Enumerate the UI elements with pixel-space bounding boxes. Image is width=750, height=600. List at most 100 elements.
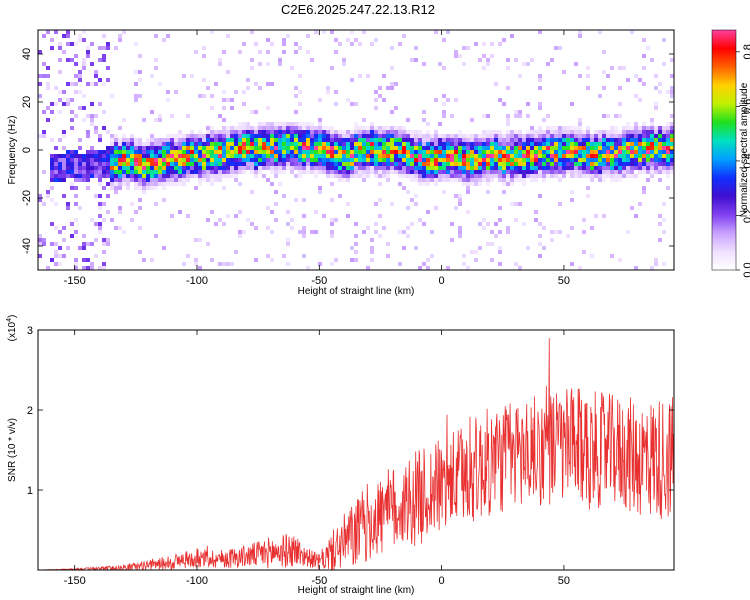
spectrogram-cell	[662, 218, 666, 222]
spectrogram-cell	[426, 146, 430, 150]
spectrogram-cell	[602, 86, 606, 90]
spectrogram-cell	[258, 142, 262, 146]
spectrogram-cell	[274, 166, 278, 170]
spectrogram-cell	[394, 82, 398, 86]
spectrogram-cell	[214, 138, 218, 142]
spectrogram-cell	[478, 138, 482, 142]
spectrogram-cell	[562, 126, 566, 130]
spectrogram-cell	[138, 166, 142, 170]
spectrogram-cell	[102, 54, 106, 58]
spectrogram-cell	[442, 142, 446, 146]
spectrogram-cell	[362, 126, 366, 130]
spectrogram-cell	[514, 58, 518, 62]
spectrogram-cell	[350, 154, 354, 158]
spectrogram-cell	[334, 102, 338, 106]
spectrogram-cell	[262, 150, 266, 154]
spectrogram-cell	[474, 142, 478, 146]
spectrogram-cell	[62, 130, 66, 134]
spectrogram-cell	[54, 102, 58, 106]
spectrogram-cell	[50, 186, 54, 190]
spectrogram-cell	[266, 62, 270, 66]
spectrogram-cell	[538, 158, 542, 162]
spectrogram-cell	[434, 134, 438, 138]
spectrogram-cell	[222, 262, 226, 266]
spectrogram-cell	[522, 134, 526, 138]
spectrogram-cell	[498, 138, 502, 142]
spectrogram-cell	[190, 170, 194, 174]
spectrogram-cell	[270, 146, 274, 150]
spectrogram-cell	[486, 154, 490, 158]
spectrogram-cell	[66, 162, 70, 166]
spectrogram-cell	[634, 158, 638, 162]
spectrogram-cell	[314, 30, 318, 34]
spectrogram-cell	[42, 110, 46, 114]
spectrogram-cell	[546, 62, 550, 66]
spectrogram-cell	[170, 182, 174, 186]
spectrogram-cell	[346, 130, 350, 134]
spectrogram-cell	[630, 138, 634, 142]
spectrogram-cell	[290, 218, 294, 222]
spectrogram-cell	[602, 214, 606, 218]
spectrogram-cell	[214, 150, 218, 154]
spectrogram-cell	[374, 146, 378, 150]
spectrogram-cell	[362, 118, 366, 122]
spectrogram-cell	[390, 162, 394, 166]
spectrogram-cell	[262, 130, 266, 134]
spectrogram-cell	[126, 178, 130, 182]
spectrogram-cell	[378, 162, 382, 166]
spectrogram-cell	[206, 142, 210, 146]
spectrogram-cell	[370, 166, 374, 170]
spectrogram-cell	[554, 142, 558, 146]
spectrogram-cell	[574, 138, 578, 142]
spectrogram-cell	[462, 162, 466, 166]
spectrogram-cell	[590, 146, 594, 150]
spectrogram-cell	[214, 162, 218, 166]
spectrogram-cell	[314, 154, 318, 158]
spectrogram-cell	[610, 126, 614, 130]
spectrogram-cell	[318, 154, 322, 158]
spectrogram-cell	[282, 142, 286, 146]
spectrogram-cell	[418, 266, 422, 270]
spectrogram-cell	[358, 166, 362, 170]
spectrogram-cell	[90, 62, 94, 66]
spectrogram-cell	[286, 262, 290, 266]
spectrogram-cell	[130, 178, 134, 182]
spectrogram-cell	[450, 174, 454, 178]
spectrogram-cell	[442, 166, 446, 170]
spectrogram-cell	[666, 126, 670, 130]
spectrogram-cell	[102, 166, 106, 170]
spectrogram-cell	[42, 238, 46, 242]
spectrogram-cell	[202, 158, 206, 162]
spectrogram-cell	[522, 170, 526, 174]
spectrogram-cell	[446, 150, 450, 154]
spectrogram-cell	[606, 166, 610, 170]
spectrogram-cell	[166, 138, 170, 142]
spectrogram-cell	[386, 162, 390, 166]
spectrogram-cell	[530, 174, 534, 178]
spectrogram-cell	[446, 98, 450, 102]
spectrogram-cell	[638, 98, 642, 102]
spectrogram-cell	[662, 262, 666, 266]
spectrogram-cell	[586, 126, 590, 130]
spectrogram-cell	[498, 98, 502, 102]
spectrogram-cell	[342, 58, 346, 62]
spectrogram-cell	[174, 138, 178, 142]
spectrogram-cell	[598, 162, 602, 166]
spectrogram-cell	[534, 146, 538, 150]
spectrogram-cell	[134, 94, 138, 98]
spectrogram-cell	[158, 146, 162, 150]
spectrogram-cell	[222, 150, 226, 154]
spectrogram-cell	[646, 142, 650, 146]
spectrogram-cell	[654, 106, 658, 110]
spectrogram-cell	[382, 130, 386, 134]
spectrogram-cell	[142, 142, 146, 146]
spectrogram-cell	[370, 122, 374, 126]
spectrogram-cell	[526, 246, 530, 250]
spectrogram-cell	[102, 250, 106, 254]
spectrogram-cell	[518, 170, 522, 174]
spectrogram-cell	[346, 146, 350, 150]
spectrogram-cell	[346, 174, 350, 178]
spectrogram-cell	[430, 166, 434, 170]
spectrogram-cell	[458, 138, 462, 142]
spectrogram-cell	[254, 126, 258, 130]
